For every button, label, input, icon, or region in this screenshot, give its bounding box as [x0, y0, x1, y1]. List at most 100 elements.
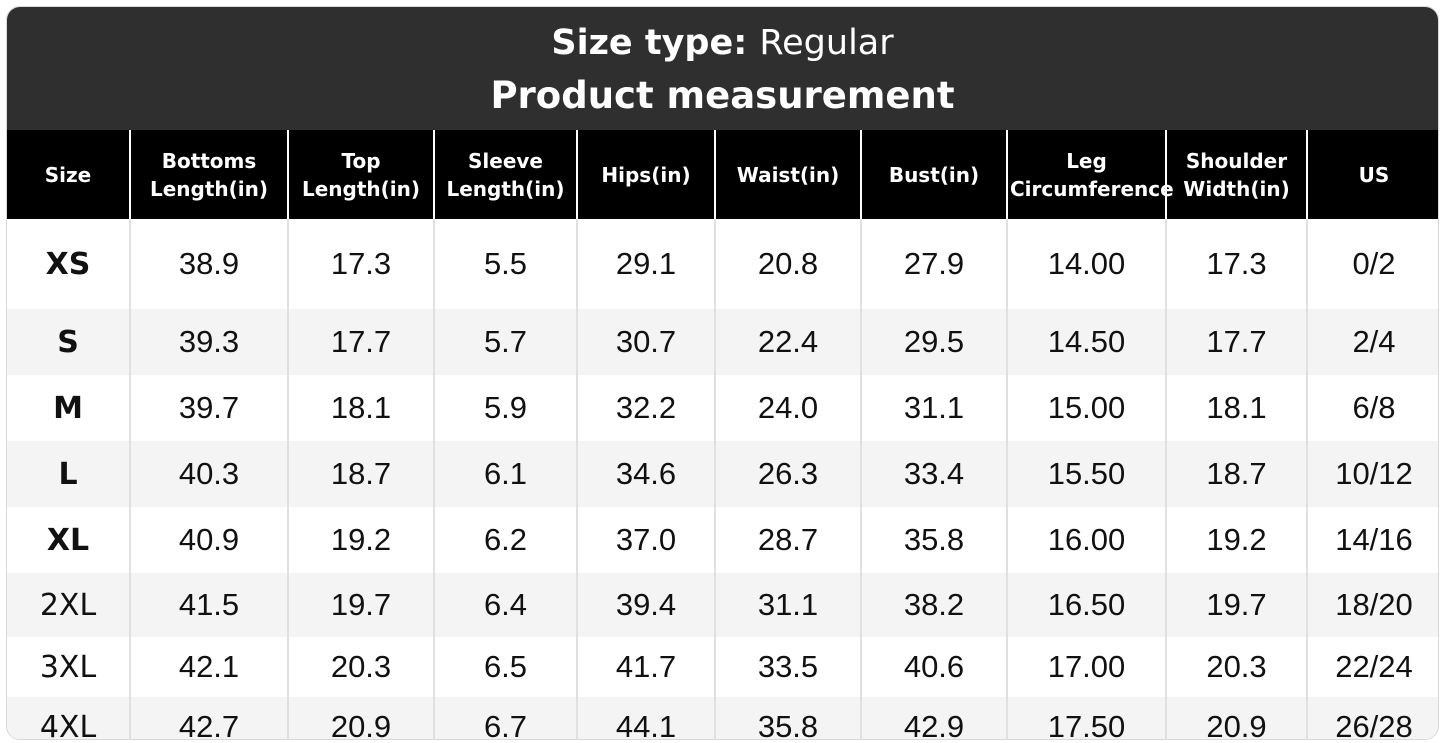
us-size-cell: 10/12: [1306, 441, 1438, 507]
table-row: L 40.3 18.7 6.1 34.6 26.3 33.4 15.50 18.7 10/12: [7, 441, 1438, 507]
sleeve-length-cell: 5.7: [433, 309, 577, 375]
size-cell: S: [7, 309, 130, 375]
sleeve-length-cell: 5.5: [433, 219, 577, 309]
sleeve-length-cell: 6.5: [433, 637, 577, 697]
shoulder-width-cell: 17.7: [1165, 309, 1307, 375]
table-row: XL 40.9 19.2 6.2 37.0 28.7 35.8 16.00 19.2 14/16: [7, 507, 1438, 573]
top-length-cell: 20.3: [287, 637, 434, 697]
waist-cell: 33.5: [714, 637, 861, 697]
shoulder-width-cell: 17.3: [1165, 219, 1307, 309]
hips-cell: 44.1: [576, 697, 715, 739]
bottoms-length-cell: 41.5: [129, 573, 288, 637]
size-cell: XS: [7, 219, 130, 309]
size-type-label: Size type:: [551, 23, 748, 63]
hips-cell: 34.6: [576, 441, 715, 507]
shoulder-width-cell: 18.7: [1165, 441, 1307, 507]
header-waist: Waist(in): [714, 130, 861, 219]
leg-circumference-cell: 14.50: [1006, 309, 1166, 375]
sleeve-length-cell: 6.2: [433, 507, 577, 573]
shoulder-width-cell: 19.2: [1165, 507, 1307, 573]
us-size-cell: 22/24: [1306, 637, 1438, 697]
top-length-cell: 18.7: [287, 441, 434, 507]
bottoms-length-cell: 39.7: [129, 375, 288, 441]
waist-cell: 22.4: [714, 309, 861, 375]
table-row: 2XL 41.5 19.7 6.4 39.4 31.1 38.2 16.50 19.7 18/20: [7, 573, 1438, 637]
hips-cell: 41.7: [576, 637, 715, 697]
top-length-cell: 19.2: [287, 507, 434, 573]
size-type-line: Size type: Regular: [7, 19, 1438, 67]
bust-cell: 31.1: [860, 375, 1007, 441]
size-cell: 3XL: [7, 637, 130, 697]
top-length-cell: 17.3: [287, 219, 434, 309]
hips-cell: 37.0: [576, 507, 715, 573]
waist-cell: 20.8: [714, 219, 861, 309]
leg-circumference-cell: 15.50: [1006, 441, 1166, 507]
table-row: M 39.7 18.1 5.9 32.2 24.0 31.1 15.00 18.1 6/8: [7, 375, 1438, 441]
bust-cell: 33.4: [860, 441, 1007, 507]
sleeve-length-cell: 6.7: [433, 697, 577, 739]
bottoms-length-cell: 40.9: [129, 507, 288, 573]
bottoms-length-cell: 39.3: [129, 309, 288, 375]
header-size: Size: [7, 130, 130, 219]
bust-cell: 27.9: [860, 219, 1007, 309]
top-length-cell: 19.7: [287, 573, 434, 637]
us-size-cell: 2/4: [1306, 309, 1438, 375]
table-row: 4XL 42.7 20.9 6.7 44.1 35.8 42.9 17.50 20.9 26/28: [7, 697, 1438, 739]
leg-circumference-cell: 17.00: [1006, 637, 1166, 697]
shoulder-width-cell: 18.1: [1165, 375, 1307, 441]
hips-cell: 39.4: [576, 573, 715, 637]
waist-cell: 24.0: [714, 375, 861, 441]
sleeve-length-cell: 5.9: [433, 375, 577, 441]
size-cell: M: [7, 375, 130, 441]
bust-cell: 40.6: [860, 637, 1007, 697]
size-chart-card: Size type: Regular Product measurement S…: [6, 6, 1439, 740]
hips-cell: 32.2: [576, 375, 715, 441]
header-bottoms-length: Bottoms Length(in): [129, 130, 288, 219]
size-cell: 2XL: [7, 573, 130, 637]
shoulder-width-cell: 19.7: [1165, 573, 1307, 637]
waist-cell: 28.7: [714, 507, 861, 573]
header-shoulder-width: Shoulder Width(in): [1165, 130, 1307, 219]
sleeve-length-cell: 6.1: [433, 441, 577, 507]
header-us: US: [1306, 130, 1438, 219]
sleeve-length-cell: 6.4: [433, 573, 577, 637]
table-row: S 39.3 17.7 5.7 30.7 22.4 29.5 14.50 17.7 2/4: [7, 309, 1438, 375]
size-table: Size Bottoms Length(in) Top Length(in) Slee…: [7, 130, 1438, 739]
header-hips: Hips(in): [576, 130, 715, 219]
header-sleeve-length: Sleeve Length(in): [433, 130, 577, 219]
leg-circumference-cell: 16.50: [1006, 573, 1166, 637]
hips-cell: 29.1: [576, 219, 715, 309]
bust-cell: 29.5: [860, 309, 1007, 375]
leg-circumference-cell: 16.00: [1006, 507, 1166, 573]
us-size-cell: 6/8: [1306, 375, 1438, 441]
bust-cell: 42.9: [860, 697, 1007, 739]
bottoms-length-cell: 38.9: [129, 219, 288, 309]
hips-cell: 30.7: [576, 309, 715, 375]
table-row: XS 38.9 17.3 5.5 29.1 20.8 27.9 14.00 17.3 0/2: [7, 219, 1438, 309]
shoulder-width-cell: 20.3: [1165, 637, 1307, 697]
leg-circumference-cell: 14.00: [1006, 219, 1166, 309]
waist-cell: 31.1: [714, 573, 861, 637]
header-leg-circumference: Leg Circumference: [1006, 130, 1174, 219]
leg-circumference-cell: 15.00: [1006, 375, 1166, 441]
table-row: 3XL 42.1 20.3 6.5 41.7 33.5 40.6 17.00 20.3 22/24: [7, 637, 1438, 697]
size-cell: L: [7, 441, 130, 507]
page-title: Product measurement: [490, 74, 955, 117]
waist-cell: 26.3: [714, 441, 861, 507]
bottoms-length-cell: 42.1: [129, 637, 288, 697]
top-length-cell: 18.1: [287, 375, 434, 441]
bust-cell: 38.2: [860, 573, 1007, 637]
header-top-length: Top Length(in): [287, 130, 434, 219]
table-header-row: Size Bottoms Length(in) Top Length(in) Slee…: [7, 130, 1438, 219]
us-size-cell: 26/28: [1306, 697, 1438, 739]
title-banner: Size type: Regular Product measurement: [7, 7, 1438, 130]
table-body: XS 38.9 17.3 5.5 29.1 20.8 27.9 14.00 17.3 0/2 S 39…: [7, 219, 1438, 739]
us-size-cell: 18/20: [1306, 573, 1438, 637]
us-size-cell: 0/2: [1306, 219, 1438, 309]
size-cell: 4XL: [7, 697, 130, 739]
leg-circumference-cell: 17.50: [1006, 697, 1166, 739]
size-cell: XL: [7, 507, 130, 573]
bust-cell: 35.8: [860, 507, 1007, 573]
top-length-cell: 17.7: [287, 309, 434, 375]
top-length-cell: 20.9: [287, 697, 434, 739]
